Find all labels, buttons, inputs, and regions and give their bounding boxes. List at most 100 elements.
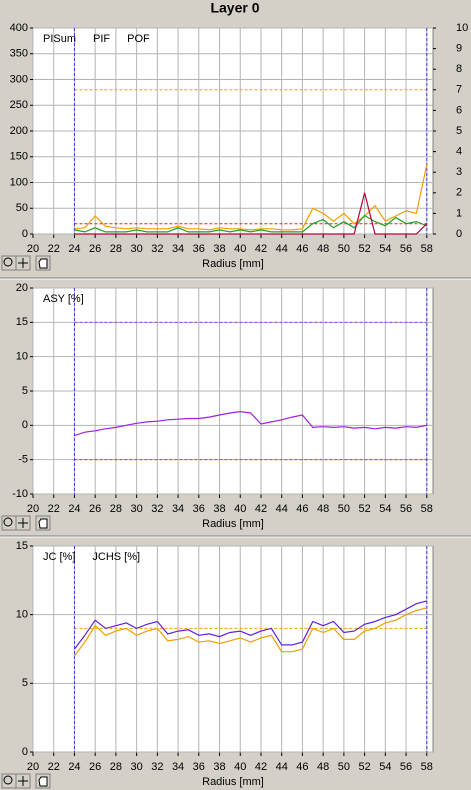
x-tick-label: 22 [48,243,60,255]
x-tick-label: 44 [276,243,288,255]
x-tick-label: 38 [213,761,225,773]
hand-icon[interactable] [38,258,48,269]
y-tick-label: 0 [22,746,28,758]
x-tick-label: 40 [234,503,246,515]
y-tick-label: 20 [16,282,28,294]
toolbar-button[interactable] [1,255,17,271]
toolbar-button[interactable] [15,515,31,531]
x-tick-label: 30 [131,503,143,515]
x-tick-label: 56 [400,503,412,515]
x-tick-label: 56 [400,243,412,255]
legend-label: JC [%] [43,551,75,563]
toolbar-button[interactable] [15,255,31,271]
y2-tick-label: 7 [456,84,462,96]
y-tick-label: 5 [22,677,28,689]
y2-tick-label: 4 [456,146,462,158]
x-tick-label: 48 [317,243,329,255]
x-tick-label: 52 [358,761,370,773]
window-title: Layer 0 [210,0,259,16]
y2-tick-label: 2 [456,187,462,199]
x-tick-label: 20 [27,503,39,515]
x-tick-label: 30 [131,243,143,255]
toolbar-button[interactable] [15,773,31,789]
x-tick-label: 58 [421,243,433,255]
toolbar-button[interactable] [35,255,51,271]
x-tick-label: 32 [151,503,163,515]
x-tick-label: 20 [27,243,39,255]
toolbar-button[interactable] [1,773,17,789]
x-tick-label: 24 [68,503,80,515]
hand-icon[interactable] [38,518,48,529]
y2-tick-label: 0 [456,228,462,240]
series-line [74,607,427,657]
zoom-icon[interactable] [3,257,13,267]
toolbar-button[interactable] [1,515,17,531]
y-tick-label: 0 [22,228,28,240]
x-tick-label: 44 [276,761,288,773]
x-tick-label: 38 [213,243,225,255]
zoom-icon[interactable] [3,517,13,527]
y-tick-label: 400 [10,22,28,34]
x-tick-label: 58 [421,503,433,515]
x-tick-label: 26 [89,761,101,773]
zoom-icon[interactable] [3,775,13,785]
y-tick-label: 150 [10,151,28,163]
y-tick-label: -10 [12,488,28,500]
x-tick-label: 48 [317,503,329,515]
series-line [74,214,428,233]
x-tick-label: 36 [193,503,205,515]
x-tick-label: 32 [151,243,163,255]
legend-label: ASY [%] [43,293,84,305]
x-tick-label: 48 [317,761,329,773]
y-tick-label: 0 [22,419,28,431]
x-tick-label: 28 [110,503,122,515]
plot-area [32,545,434,753]
x-tick-label: 46 [296,243,308,255]
x-tick-label: 40 [234,761,246,773]
x-tick-label: 44 [276,503,288,515]
x-tick-label: 38 [213,503,225,515]
y-tick-label: 300 [10,73,28,85]
x-tick-label: 34 [172,243,184,255]
x-tick-label: 32 [151,761,163,773]
toolbar-button[interactable] [35,773,51,789]
y-tick-label: 15 [16,316,28,328]
x-tick-label: 50 [338,503,350,515]
series-line [74,164,428,231]
toolbar-button[interactable] [35,515,51,531]
y2-tick-label: 3 [456,166,462,178]
series-line [74,410,427,437]
x-axis-label: Radius [mm] [202,518,264,530]
x-tick-label: 36 [193,761,205,773]
x-tick-label: 42 [255,243,267,255]
x-tick-label: 36 [193,243,205,255]
legend-label: PISum [43,33,76,45]
x-tick-label: 52 [358,243,370,255]
x-tick-label: 34 [172,761,184,773]
y-tick-label: 50 [16,202,28,214]
x-tick-label: 28 [110,761,122,773]
hand-icon[interactable] [38,776,48,787]
x-tick-label: 24 [68,243,80,255]
x-tick-label: 42 [255,761,267,773]
x-tick-label: 50 [338,243,350,255]
y2-tick-label: 1 [456,207,462,219]
y2-tick-label: 6 [456,104,462,116]
series-line [74,600,427,650]
y-tick-label: 250 [10,99,28,111]
x-tick-label: 22 [48,503,60,515]
x-tick-label: 20 [27,761,39,773]
legend-label: JCHS [%] [92,551,140,563]
y2-tick-label: 8 [456,63,462,75]
y-tick-label: -5 [18,454,28,466]
x-tick-label: 22 [48,761,60,773]
x-tick-label: 42 [255,503,267,515]
x-tick-label: 52 [358,503,370,515]
x-tick-label: 30 [131,761,143,773]
y2-tick-label: 5 [456,125,462,137]
x-tick-label: 56 [400,761,412,773]
y-tick-label: 350 [10,48,28,60]
legend-label: PIF [93,33,110,45]
x-tick-label: 46 [296,503,308,515]
